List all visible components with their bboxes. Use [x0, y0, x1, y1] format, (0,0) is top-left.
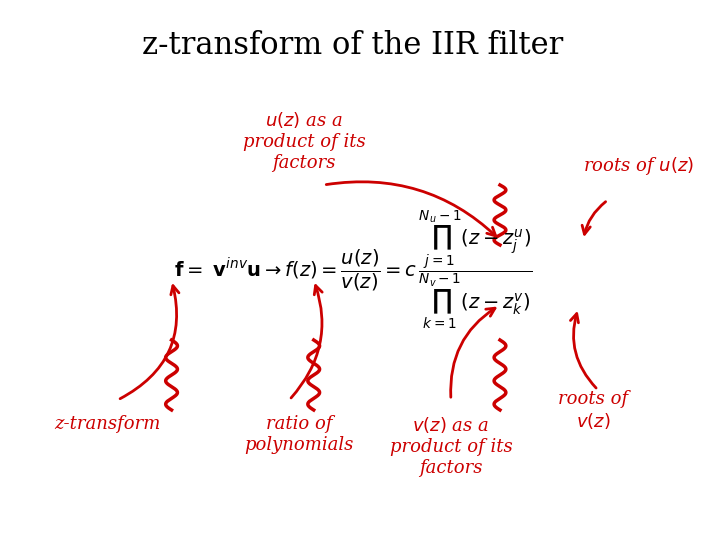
Text: $\mathbf{f} = \ \mathbf{v}^{\mathit{inv}}\mathbf{u} \rightarrow f(z) = \dfrac{u(: $\mathbf{f} = \ \mathbf{v}^{\mathit{inv}… — [174, 208, 532, 332]
Text: $u(z)$ as a
product of its
factors: $u(z)$ as a product of its factors — [243, 110, 365, 172]
Text: ratio of
polynomials: ratio of polynomials — [244, 415, 354, 454]
Text: roots of
$v(z)$: roots of $v(z)$ — [558, 390, 628, 431]
Text: roots of $u(z)$: roots of $u(z)$ — [583, 155, 694, 177]
Text: z-transform: z-transform — [55, 415, 161, 433]
Text: $v(z)$ as a
product of its
factors: $v(z)$ as a product of its factors — [390, 415, 513, 477]
Text: z-transform of the IIR filter: z-transform of the IIR filter — [143, 30, 564, 60]
